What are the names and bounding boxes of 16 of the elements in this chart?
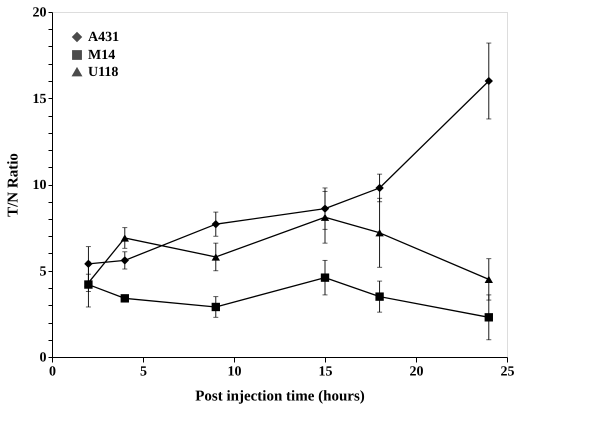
x-tick-label: 5 (140, 364, 147, 380)
y-axis-title: T/N Ratio (6, 153, 22, 217)
y-tick-label: 15 (32, 92, 46, 107)
x-tick-label: 25 (500, 364, 514, 380)
x-tick-label: 15 (318, 364, 332, 380)
y-tick-label: 0 (40, 350, 46, 366)
x-tick-label: 20 (410, 364, 424, 380)
x-axis-title: Post injection time (hours) (195, 388, 365, 404)
legend-label: A431 (88, 30, 120, 45)
legend-label: M14 (88, 48, 116, 63)
x-tick-label: 0 (49, 364, 56, 380)
x-tick-label: 10 (228, 364, 242, 380)
y-tick-label: 5 (40, 264, 46, 280)
legend-label: U118 (88, 65, 118, 80)
y-tick-label: 20 (32, 6, 46, 20)
y-tick-label: 10 (32, 178, 46, 193)
